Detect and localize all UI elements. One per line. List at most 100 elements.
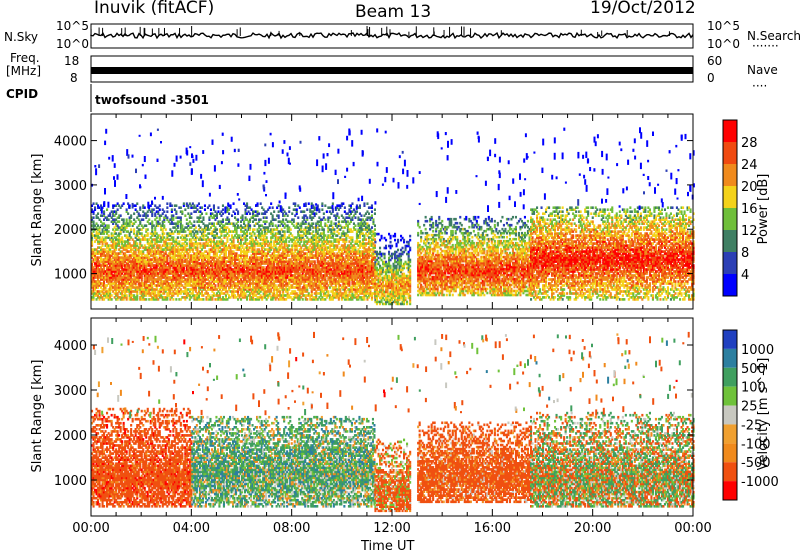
power-cell	[101, 262, 104, 265]
power-cell	[273, 210, 276, 213]
power-cell	[92, 202, 95, 205]
power-cell	[104, 248, 107, 251]
power-cell	[95, 270, 98, 273]
power-cell	[103, 268, 106, 271]
power-cell	[97, 216, 100, 219]
power-cell	[94, 282, 97, 285]
power-cell	[155, 216, 158, 219]
power-cell	[101, 214, 104, 217]
power-cell	[112, 210, 115, 213]
power-cell	[91, 280, 94, 283]
power-cell	[104, 278, 107, 281]
power-cell	[106, 266, 109, 269]
power-cell	[95, 294, 98, 297]
power-cell	[241, 214, 244, 217]
power-cell	[107, 274, 110, 277]
power-cell	[109, 244, 112, 247]
power-cell	[110, 276, 113, 279]
power-cell	[91, 224, 94, 227]
power-cell	[106, 246, 109, 249]
power-cell	[103, 250, 106, 253]
power-cell	[107, 244, 110, 247]
power-cell	[91, 248, 94, 251]
power-cell	[101, 228, 104, 231]
power-cell	[94, 294, 97, 297]
power-cell	[107, 262, 110, 265]
power-cell	[106, 292, 109, 295]
power-cell	[100, 248, 103, 251]
power-cell	[95, 274, 98, 277]
power-cell	[110, 270, 113, 273]
power-cell	[113, 292, 116, 295]
power-cell	[100, 268, 103, 271]
power-cell	[100, 294, 103, 297]
power-cell	[249, 212, 252, 215]
power-cell	[100, 286, 103, 289]
power-cell	[100, 240, 103, 243]
power-cell	[113, 272, 116, 275]
power-cell	[109, 272, 112, 275]
power-cell	[181, 224, 184, 227]
power-cell	[185, 238, 188, 241]
power-cell	[322, 212, 325, 215]
power-cell	[95, 252, 98, 255]
power-cell	[109, 260, 112, 263]
power-cell	[176, 236, 179, 239]
power-cell	[109, 254, 112, 257]
power-cell	[104, 274, 107, 277]
power-cell	[325, 210, 328, 213]
power-cell	[106, 270, 109, 273]
power-cell	[97, 250, 100, 253]
power-cell	[270, 202, 273, 205]
power-cell	[109, 292, 112, 295]
power-cell	[95, 286, 98, 289]
power-cell	[112, 262, 115, 265]
power-cell	[203, 204, 206, 207]
power-cell	[110, 282, 113, 285]
power-cell	[109, 212, 112, 215]
power-cell	[318, 208, 321, 211]
power-cell	[212, 204, 215, 207]
power-cell	[97, 206, 100, 209]
power-cell	[112, 220, 115, 223]
power-cell	[109, 294, 112, 297]
power-cell	[97, 258, 100, 261]
power-cell	[106, 244, 109, 247]
power-cell	[307, 202, 310, 205]
power-cell	[265, 236, 268, 239]
power-cell	[97, 294, 100, 297]
power-cell	[107, 258, 110, 261]
power-cell	[94, 236, 97, 239]
power-cell	[100, 204, 103, 207]
power-cell	[107, 266, 110, 269]
power-cell	[94, 252, 97, 255]
power-cell	[112, 238, 115, 241]
power-cell	[112, 246, 115, 249]
power-cell	[112, 214, 115, 217]
power-cell	[107, 256, 110, 259]
power-cell	[100, 254, 103, 257]
power-cell	[172, 214, 175, 217]
power-cell	[106, 274, 109, 277]
power-cell	[100, 276, 103, 279]
power-cell	[163, 224, 166, 227]
power-cell	[315, 212, 318, 215]
power-cell	[106, 232, 109, 235]
power-cell	[109, 250, 112, 253]
power-cell	[116, 208, 119, 211]
power-cell	[208, 204, 211, 207]
power-cell	[172, 298, 175, 301]
power-cell	[134, 220, 137, 223]
power-cell	[104, 276, 107, 279]
power-cell	[106, 264, 109, 267]
power-cell	[98, 240, 101, 243]
power-cell	[95, 216, 98, 219]
power-cell	[95, 258, 98, 261]
power-cell	[112, 212, 115, 215]
power-cell	[100, 296, 103, 299]
power-cell	[97, 256, 100, 259]
power-cell	[92, 292, 95, 295]
power-cell	[104, 236, 107, 239]
power-cell	[112, 290, 115, 293]
power-cell	[106, 258, 109, 261]
